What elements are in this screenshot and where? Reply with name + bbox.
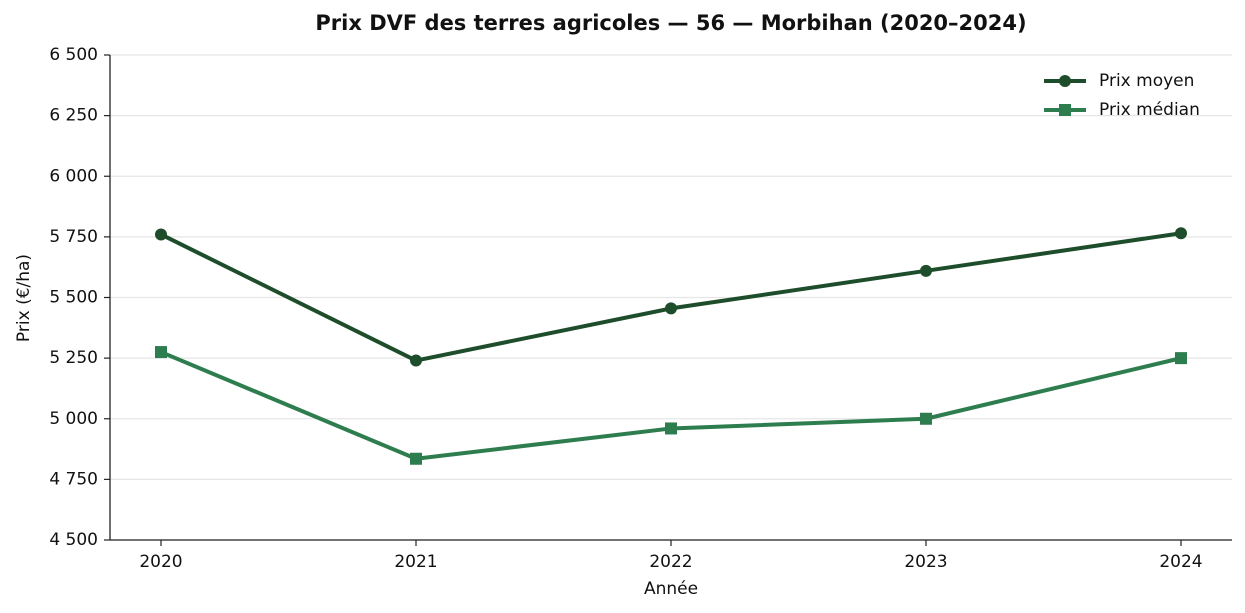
marker	[920, 264, 932, 277]
line	[160, 350, 1182, 461]
y-tick-label: 5 250	[49, 348, 98, 368]
marker	[1175, 352, 1187, 365]
x-axis-label: Année	[644, 579, 698, 599]
y-tick-label: 6 250	[49, 106, 98, 126]
marker	[1059, 104, 1071, 116]
x-tick-label: 2021	[394, 552, 437, 572]
marker	[920, 412, 932, 425]
legend-label: Prix médian	[1099, 100, 1200, 120]
x-tick-label: 2024	[1159, 552, 1202, 572]
x-tick-label: 2023	[904, 552, 947, 572]
marker	[1175, 227, 1187, 240]
y-tick-label: 5 500	[49, 288, 98, 308]
line	[160, 231, 1182, 363]
x-tick-label: 2022	[649, 552, 692, 572]
y-axis-label: Prix (€/ha)	[14, 254, 34, 342]
marker	[410, 354, 422, 367]
y-tick-label: 5 750	[49, 227, 98, 247]
y-tick-label: 4 750	[49, 469, 98, 489]
legend-label: Prix moyen	[1099, 71, 1194, 91]
marker	[665, 422, 677, 435]
x-tick-label: 2020	[139, 552, 182, 572]
marker	[1059, 75, 1071, 87]
y-tick-label: 4 500	[49, 530, 98, 550]
chart-title: Prix DVF des terres agricoles — 56 — Mor…	[315, 11, 1026, 35]
y-tick-label: 6 500	[49, 45, 98, 65]
marker	[155, 228, 167, 241]
marker	[410, 452, 422, 465]
y-tick-label: 5 000	[49, 409, 98, 429]
y-tick-label: 6 000	[49, 166, 98, 186]
marker	[665, 302, 677, 315]
marker	[155, 346, 167, 359]
